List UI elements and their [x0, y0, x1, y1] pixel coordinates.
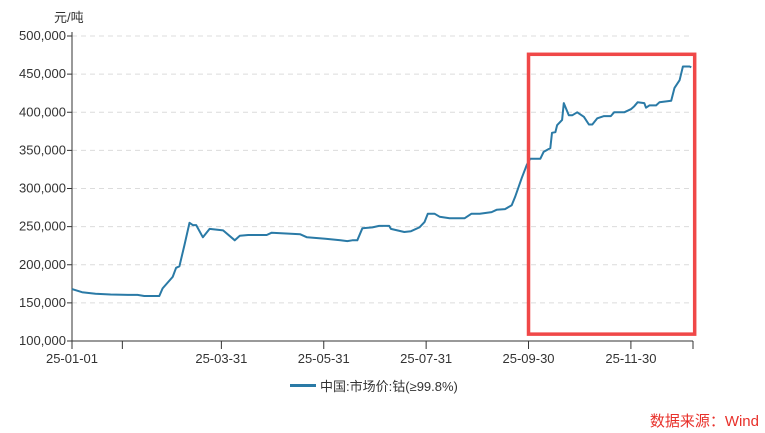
- y-tick-label: 400,000: [19, 104, 66, 119]
- legend-swatch: [290, 384, 316, 387]
- x-tick-label: 25-09-30: [502, 351, 554, 366]
- data-source-note: 数据来源：Wind: [649, 413, 759, 430]
- y-tick-label: 150,000: [19, 295, 66, 310]
- highlight-box: [526, 52, 697, 336]
- x-tick-label: 25-01-01: [46, 351, 98, 366]
- y-tick-label: 100,000: [19, 333, 66, 348]
- x-tick-label: 25-05-31: [298, 351, 350, 366]
- x-tick-label: 25-11-30: [605, 351, 656, 366]
- y-tick-label: 300,000: [19, 181, 66, 196]
- y-tick-label: 200,000: [19, 257, 66, 272]
- x-tick-label: 25-03-31: [195, 351, 247, 366]
- x-tick-label: 25-07-31: [400, 351, 452, 366]
- y-tick-label: 500,000: [19, 28, 66, 43]
- y-tick-label: 450,000: [19, 66, 66, 81]
- legend-label: 中国:市场价:钴(≥99.8%): [320, 379, 458, 394]
- y-tick-label: 250,000: [19, 219, 66, 234]
- series-line: [71, 65, 692, 297]
- y-axis-unit-label: 元/吨: [54, 10, 84, 25]
- legend[interactable]: 中国:市场价:钴(≥99.8%): [290, 376, 458, 395]
- y-tick-label: 350,000: [19, 142, 66, 157]
